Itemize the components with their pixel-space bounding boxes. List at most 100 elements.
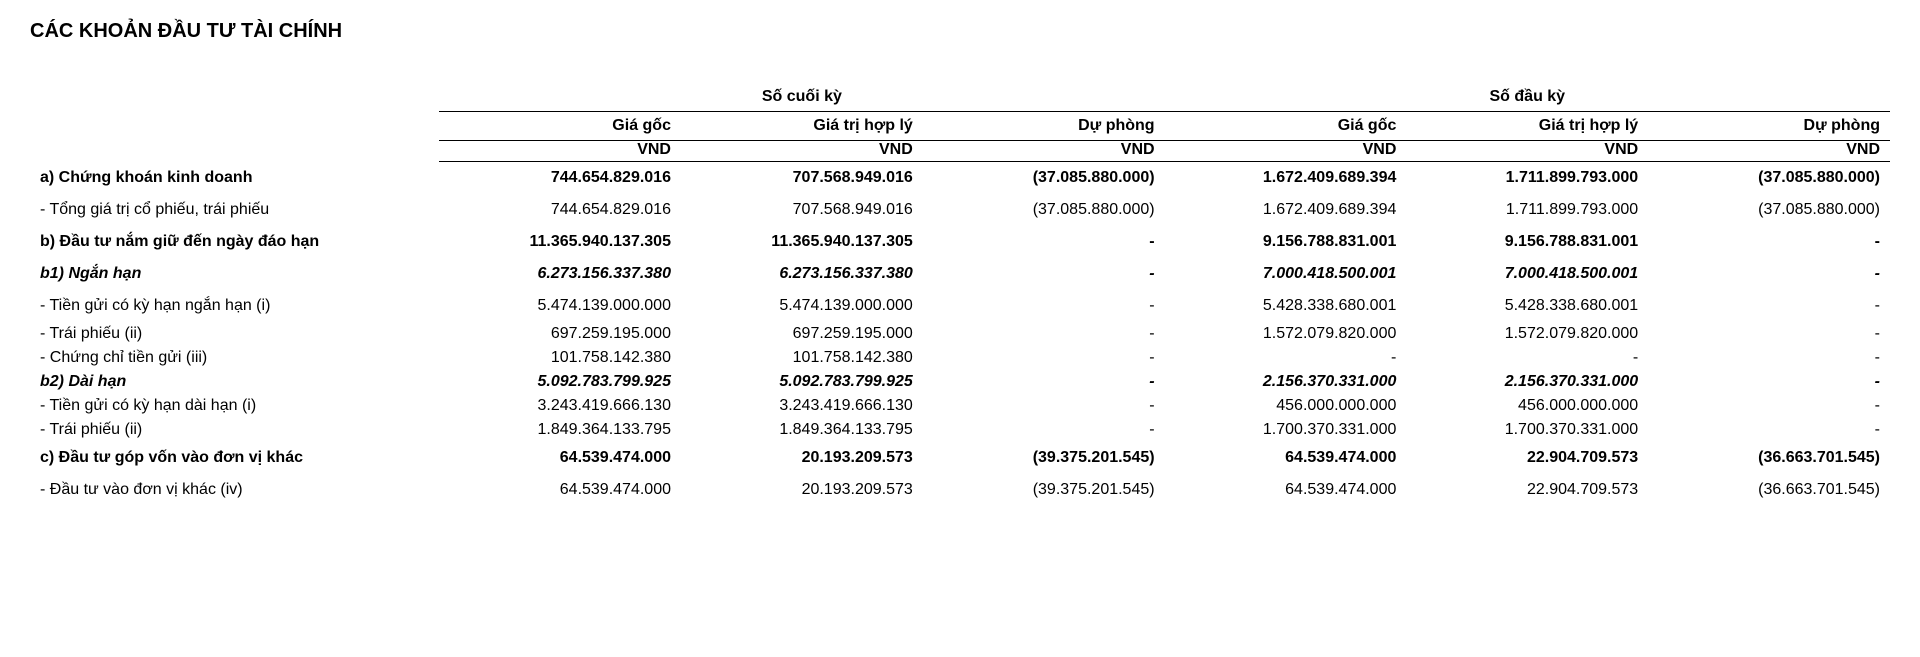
cell-value: 1.711.899.793.000: [1406, 162, 1648, 195]
table-row: b1) Ngắn hạn6.273.156.337.3806.273.156.3…: [30, 258, 1890, 290]
row-label: - Đầu tư vào đơn vị khác (iv): [30, 474, 439, 506]
row-label: b) Đầu tư nắm giữ đến ngày đáo hạn: [30, 226, 439, 258]
cell-value: 3.243.419.666.130: [439, 394, 681, 418]
cell-value: 1.849.364.133.795: [681, 418, 923, 442]
unit-label: VND: [681, 141, 923, 162]
cell-value: -: [1406, 346, 1648, 370]
col-header: Dự phòng: [1648, 112, 1890, 141]
cell-value: 5.092.783.799.925: [439, 370, 681, 394]
cell-value: (39.375.201.545): [923, 474, 1165, 506]
cell-value: 707.568.949.016: [681, 162, 923, 195]
cell-value: 2.156.370.331.000: [1406, 370, 1648, 394]
group-header-end: Số cuối kỳ: [439, 83, 1164, 112]
row-label: b1) Ngắn hạn: [30, 258, 439, 290]
row-label: - Trái phiếu (ii): [30, 418, 439, 442]
cell-value: 7.000.418.500.001: [1406, 258, 1648, 290]
unit-label: VND: [923, 141, 1165, 162]
cell-value: 1.672.409.689.394: [1165, 162, 1407, 195]
table-row: b) Đầu tư nắm giữ đến ngày đáo hạn11.365…: [30, 226, 1890, 258]
page-title: CÁC KHOẢN ĐẦU TƯ TÀI CHÍNH: [30, 20, 1890, 43]
cell-value: 744.654.829.016: [439, 194, 681, 226]
cell-value: 64.539.474.000: [1165, 474, 1407, 506]
row-label: - Tổng giá trị cổ phiếu, trái phiếu: [30, 194, 439, 226]
row-label: - Trái phiếu (ii): [30, 322, 439, 346]
cell-value: 1.572.079.820.000: [1165, 322, 1407, 346]
cell-value: 9.156.788.831.001: [1165, 226, 1407, 258]
cell-value: 1.672.409.689.394: [1165, 194, 1407, 226]
financial-table: Số cuối kỳ Số đầu kỳ Giá gốc Giá trị hợp…: [30, 83, 1890, 506]
cell-value: 1.700.370.331.000: [1406, 418, 1648, 442]
cell-value: (36.663.701.545): [1648, 474, 1890, 506]
cell-value: 64.539.474.000: [439, 474, 681, 506]
table-row: - Tiền gửi có kỳ hạn ngắn hạn (i)5.474.1…: [30, 290, 1890, 322]
cell-value: 744.654.829.016: [439, 162, 681, 195]
table-row: c) Đầu tư góp vốn vào đơn vị khác64.539.…: [30, 442, 1890, 474]
cell-value: 1.849.364.133.795: [439, 418, 681, 442]
unit-label: VND: [439, 141, 681, 162]
cell-value: 3.243.419.666.130: [681, 394, 923, 418]
cell-value: (37.085.880.000): [923, 162, 1165, 195]
cell-value: -: [923, 258, 1165, 290]
cell-value: 6.273.156.337.380: [439, 258, 681, 290]
row-label: b2) Dài hạn: [30, 370, 439, 394]
cell-value: 707.568.949.016: [681, 194, 923, 226]
col-header: Giá gốc: [439, 112, 681, 141]
cell-value: 5.092.783.799.925: [681, 370, 923, 394]
cell-value: 64.539.474.000: [1165, 442, 1407, 474]
cell-value: 11.365.940.137.305: [681, 226, 923, 258]
cell-value: 11.365.940.137.305: [439, 226, 681, 258]
row-label: - Tiền gửi có kỳ hạn dài hạn (i): [30, 394, 439, 418]
cell-value: -: [1648, 418, 1890, 442]
cell-value: 7.000.418.500.001: [1165, 258, 1407, 290]
cell-value: (39.375.201.545): [923, 442, 1165, 474]
unit-label: VND: [1648, 141, 1890, 162]
cell-value: 697.259.195.000: [439, 322, 681, 346]
cell-value: -: [1648, 258, 1890, 290]
cell-value: 5.474.139.000.000: [439, 290, 681, 322]
table-row: - Đầu tư vào đơn vị khác (iv)64.539.474.…: [30, 474, 1890, 506]
cell-value: -: [1648, 370, 1890, 394]
cell-value: 5.428.338.680.001: [1165, 290, 1407, 322]
group-header-begin: Số đầu kỳ: [1165, 83, 1890, 112]
table-row: - Tổng giá trị cổ phiếu, trái phiếu744.6…: [30, 194, 1890, 226]
cell-value: 22.904.709.573: [1406, 442, 1648, 474]
cell-value: 101.758.142.380: [439, 346, 681, 370]
cell-value: (37.085.880.000): [923, 194, 1165, 226]
cell-value: 101.758.142.380: [681, 346, 923, 370]
unit-label: VND: [1165, 141, 1407, 162]
col-header: Giá trị hợp lý: [681, 112, 923, 141]
table-row: - Tiền gửi có kỳ hạn dài hạn (i)3.243.41…: [30, 394, 1890, 418]
cell-value: 20.193.209.573: [681, 442, 923, 474]
row-label: a) Chứng khoán kinh doanh: [30, 162, 439, 195]
cell-value: -: [1165, 346, 1407, 370]
cell-value: -: [923, 290, 1165, 322]
cell-value: 5.428.338.680.001: [1406, 290, 1648, 322]
cell-value: -: [923, 226, 1165, 258]
cell-value: -: [1648, 394, 1890, 418]
col-header: Giá trị hợp lý: [1406, 112, 1648, 141]
table-row: a) Chứng khoán kinh doanh744.654.829.016…: [30, 162, 1890, 195]
cell-value: -: [923, 370, 1165, 394]
cell-value: -: [1648, 346, 1890, 370]
cell-value: -: [1648, 290, 1890, 322]
cell-value: -: [923, 418, 1165, 442]
unit-label: VND: [1406, 141, 1648, 162]
cell-value: 1.572.079.820.000: [1406, 322, 1648, 346]
col-header: Giá gốc: [1165, 112, 1407, 141]
cell-value: 456.000.000.000: [1406, 394, 1648, 418]
cell-value: 2.156.370.331.000: [1165, 370, 1407, 394]
col-header: Dự phòng: [923, 112, 1165, 141]
table-row: - Trái phiếu (ii)1.849.364.133.7951.849.…: [30, 418, 1890, 442]
cell-value: -: [923, 346, 1165, 370]
cell-value: (37.085.880.000): [1648, 162, 1890, 195]
cell-value: 5.474.139.000.000: [681, 290, 923, 322]
cell-value: 20.193.209.573: [681, 474, 923, 506]
cell-value: (36.663.701.545): [1648, 442, 1890, 474]
cell-value: -: [923, 322, 1165, 346]
cell-value: 1.700.370.331.000: [1165, 418, 1407, 442]
table-row: - Chứng chỉ tiền gửi (iii)101.758.142.38…: [30, 346, 1890, 370]
cell-value: 9.156.788.831.001: [1406, 226, 1648, 258]
row-label: - Tiền gửi có kỳ hạn ngắn hạn (i): [30, 290, 439, 322]
cell-value: 1.711.899.793.000: [1406, 194, 1648, 226]
row-label: - Chứng chỉ tiền gửi (iii): [30, 346, 439, 370]
